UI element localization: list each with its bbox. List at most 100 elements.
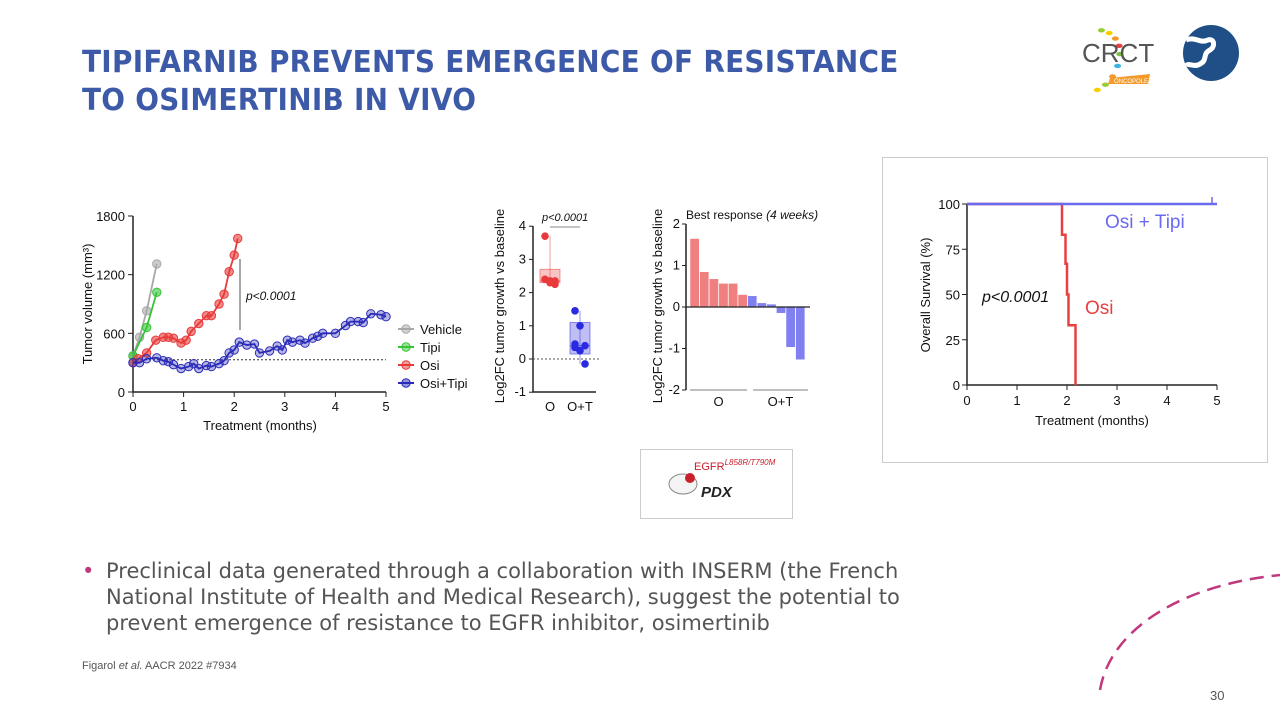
c1-point bbox=[318, 328, 328, 339]
pdx-label: PDX bbox=[701, 484, 733, 501]
c1-xtick-label: 5 bbox=[382, 399, 389, 414]
tumor-volume-chart: Treatment (months) Tumor volume (mm³) p<… bbox=[80, 209, 468, 433]
c1-legend-marker bbox=[401, 360, 411, 370]
c1-point bbox=[264, 346, 275, 356]
c1-point bbox=[358, 317, 368, 328]
c1-point bbox=[229, 345, 239, 355]
c1-point bbox=[345, 316, 356, 327]
c1-legend-label: Vehicle bbox=[420, 322, 462, 337]
c1-legend-marker bbox=[401, 324, 411, 334]
c4-xtick-label: 2 bbox=[1063, 393, 1070, 408]
c4-xtick-label: 0 bbox=[963, 393, 970, 408]
crct-logo: CRCT ONCOPOLE bbox=[1082, 28, 1154, 93]
c1-point bbox=[277, 345, 287, 355]
c1-point bbox=[176, 363, 186, 374]
c2-point bbox=[581, 360, 589, 368]
c1-xtick-label: 0 bbox=[129, 399, 136, 414]
c3-bar bbox=[728, 283, 738, 308]
c1-point bbox=[376, 310, 386, 320]
c1-point bbox=[233, 233, 243, 244]
c3-title: Best response (4 weeks) bbox=[686, 208, 818, 222]
c1-point bbox=[152, 259, 162, 269]
c1-point bbox=[219, 289, 229, 299]
c2-ytick-label: -1 bbox=[514, 384, 526, 399]
c1-ytick-label: 1800 bbox=[96, 209, 125, 224]
pdx-frame bbox=[640, 449, 793, 519]
logo-ray bbox=[1097, 28, 1105, 33]
c1-point bbox=[168, 333, 179, 343]
c3-ylabel: Log2FC tumor growth vs baseline bbox=[650, 209, 665, 403]
c1-point bbox=[168, 359, 179, 370]
c1-point bbox=[224, 348, 234, 358]
c3-ytick-label: -1 bbox=[668, 341, 680, 356]
logo-ray bbox=[1114, 63, 1122, 69]
c1-point bbox=[229, 250, 239, 260]
c3-ytick-label: 1 bbox=[673, 258, 680, 273]
logo-ray bbox=[1105, 30, 1113, 36]
c3-bar bbox=[747, 295, 758, 308]
c2-point bbox=[576, 322, 584, 330]
c3-bar bbox=[718, 283, 729, 308]
c1-point bbox=[282, 335, 293, 345]
c3-bar bbox=[689, 238, 700, 308]
c4-xtick-label: 5 bbox=[1213, 393, 1220, 408]
c1-point bbox=[366, 309, 376, 319]
c4-curve-osi bbox=[967, 202, 1077, 385]
c3-bar bbox=[756, 302, 767, 308]
c1-legend-label: Tipi bbox=[420, 340, 441, 355]
c1-legend-marker bbox=[401, 378, 411, 388]
boxplot-chart: Log2FC tumor growth vs baseline p<0.0001… bbox=[492, 209, 600, 414]
c4-xtick-label: 1 bbox=[1013, 393, 1020, 408]
c1-series-line-0 bbox=[132, 263, 158, 357]
c2-ytick-label: 2 bbox=[519, 285, 526, 300]
c3-bar bbox=[776, 306, 786, 314]
crct-logo-text: CRCT bbox=[1082, 38, 1154, 68]
c4-ytick-label: 75 bbox=[946, 242, 960, 257]
c4-ytick-label: 50 bbox=[946, 288, 960, 303]
c1-point bbox=[312, 331, 323, 341]
c4-ylabel: Overall Survival (%) bbox=[918, 238, 933, 353]
c1-ytick-label: 0 bbox=[118, 385, 125, 400]
tumor-icon bbox=[685, 473, 695, 483]
c1-point bbox=[152, 287, 162, 297]
logo-ray bbox=[1111, 36, 1119, 41]
c4-label-ositipi: Osi + Tipi bbox=[1105, 212, 1185, 233]
c1-legend-marker bbox=[401, 342, 411, 352]
c1-point bbox=[330, 328, 341, 339]
c1-point bbox=[307, 333, 318, 343]
c1-point bbox=[181, 335, 191, 345]
c2-ytick-label: 1 bbox=[519, 318, 526, 333]
c4-xlabel: Treatment (months) bbox=[1035, 413, 1149, 428]
c2-point bbox=[581, 341, 589, 350]
c3-bar bbox=[699, 271, 710, 308]
c1-point bbox=[287, 337, 298, 347]
c2-xtick-label: O+T bbox=[567, 399, 593, 414]
c3-bar bbox=[785, 306, 796, 348]
c4-xtick-label: 4 bbox=[1163, 393, 1170, 408]
c2-ytick-label: 4 bbox=[519, 218, 526, 233]
c3-xtick-label: O bbox=[713, 394, 723, 409]
slide-title: Tipifarnib prevents emergence of resista… bbox=[82, 45, 899, 118]
c2-xtick-label: O bbox=[545, 399, 555, 414]
c2-point bbox=[571, 307, 579, 315]
c1-point bbox=[134, 357, 145, 368]
decorative-arc bbox=[1098, 573, 1280, 691]
c1-xtick-label: 1 bbox=[180, 399, 187, 414]
c1-point bbox=[186, 326, 196, 337]
km-frame bbox=[882, 157, 1268, 463]
page-number: 30 bbox=[1210, 688, 1225, 703]
survival-chart: Treatment (months) Overall Survival (%) … bbox=[918, 197, 1221, 428]
c4-pvalue: p<0.0001 bbox=[981, 289, 1049, 306]
c4-ytick-label: 100 bbox=[938, 197, 960, 212]
c3-bar bbox=[708, 278, 719, 308]
c3-bar bbox=[795, 306, 806, 360]
c2-ytick-label: 0 bbox=[519, 351, 526, 366]
c1-point bbox=[214, 299, 224, 309]
c1-point bbox=[381, 312, 391, 322]
c3-ytick-label: 2 bbox=[673, 216, 680, 231]
c1-xlabel: Treatment (months) bbox=[203, 418, 317, 433]
logo-ray bbox=[1101, 82, 1109, 87]
c3-bar bbox=[737, 294, 748, 308]
c1-point bbox=[183, 361, 194, 372]
